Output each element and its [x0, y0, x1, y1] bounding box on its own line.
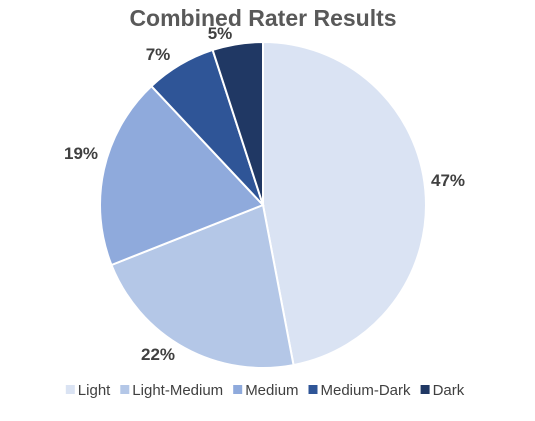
pie-slice-light — [262, 40, 427, 367]
data-label-light: 47% — [431, 171, 465, 190]
legend-item-medium-dark: Medium-Dark — [308, 382, 412, 399]
pie-slice-medium — [99, 84, 265, 267]
legend-swatch — [65, 385, 75, 394]
legend: Light Light-Medium Medium Medium-Dark Dark — [65, 382, 465, 399]
legend-item-medium: Medium — [233, 382, 299, 399]
chart-title: Combined Rater Results — [129, 5, 396, 31]
legend-item-light-medium: Light-Medium — [120, 382, 223, 399]
legend-item-light: Light — [65, 382, 111, 399]
data-label-dark: 5% — [208, 24, 233, 43]
legend-swatch — [233, 385, 243, 394]
legend-label: Medium — [245, 382, 298, 399]
pie-slices — [99, 40, 427, 369]
legend-label: Light-Medium — [132, 382, 223, 399]
data-label-light-medium: 22% — [141, 345, 175, 364]
data-labels: 47% 22% 19% 7% 5% — [64, 24, 465, 364]
legend-label: Dark — [433, 382, 465, 399]
pie-slice-dark — [211, 40, 264, 206]
pie-slice-light-medium — [110, 203, 295, 369]
legend-swatch — [420, 385, 430, 394]
legend-label: Medium-Dark — [321, 382, 412, 399]
legend-item-dark: Dark — [420, 382, 465, 399]
legend-swatch — [308, 385, 318, 394]
legend-label: Light — [78, 382, 111, 399]
data-label-medium-dark: 7% — [146, 45, 171, 64]
data-label-medium: 19% — [64, 144, 98, 163]
legend-swatch — [120, 385, 130, 394]
